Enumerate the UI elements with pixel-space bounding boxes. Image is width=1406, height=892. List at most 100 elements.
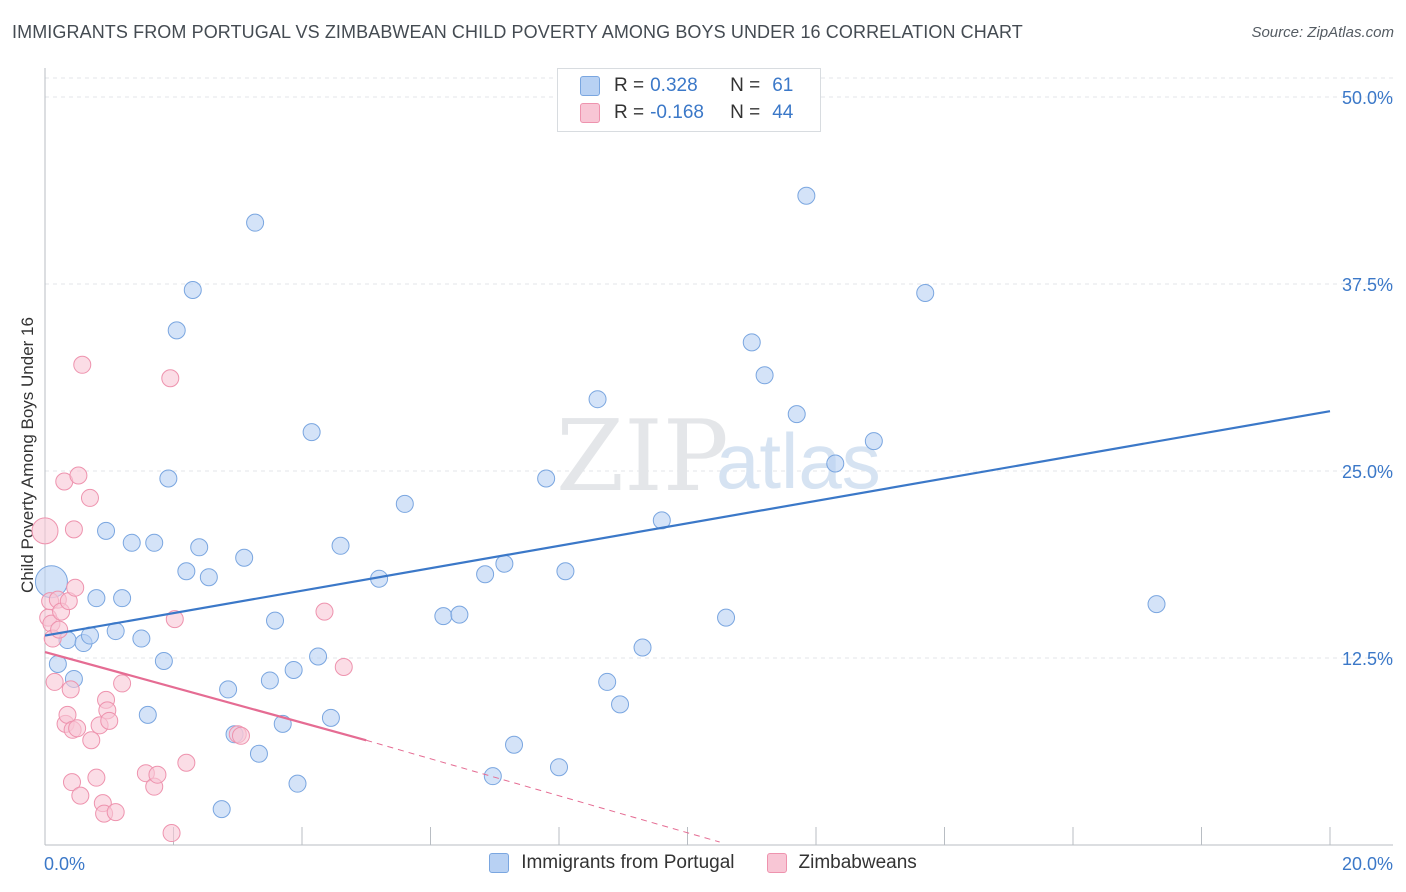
data-point bbox=[97, 521, 116, 540]
legend-n-label: N = bbox=[730, 75, 761, 96]
data-point bbox=[864, 432, 883, 451]
data-point bbox=[1147, 595, 1166, 614]
data-point bbox=[145, 533, 164, 552]
trend-line-zimbabweans bbox=[44, 650, 367, 742]
data-point bbox=[633, 638, 652, 657]
data-point bbox=[82, 731, 101, 750]
data-point bbox=[69, 466, 88, 485]
data-point bbox=[321, 708, 340, 727]
y-tick-label: 25.0% bbox=[1342, 462, 1393, 482]
data-point bbox=[87, 768, 106, 787]
data-point bbox=[87, 589, 106, 608]
legend-n-value: 61 bbox=[772, 75, 794, 96]
data-point bbox=[505, 735, 524, 754]
data-point bbox=[159, 469, 178, 488]
data-point bbox=[450, 605, 469, 624]
data-point bbox=[742, 333, 761, 352]
data-point bbox=[266, 611, 285, 630]
trend-line-zimbabweans-extension bbox=[366, 739, 720, 843]
data-point bbox=[249, 744, 268, 763]
legend-item-portugal[interactable]: Immigrants from Portugal bbox=[489, 852, 735, 874]
data-point bbox=[167, 321, 186, 340]
data-point bbox=[68, 719, 87, 738]
data-point bbox=[183, 280, 202, 299]
data-point bbox=[916, 283, 935, 302]
y-tick-label: 37.5% bbox=[1342, 275, 1393, 295]
data-point bbox=[302, 423, 321, 442]
data-point bbox=[165, 610, 184, 629]
x-tick-label: 0.0% bbox=[44, 854, 85, 874]
data-point bbox=[309, 647, 328, 666]
data-point bbox=[113, 589, 132, 608]
data-point bbox=[797, 186, 816, 205]
data-point bbox=[556, 562, 575, 581]
data-point bbox=[71, 786, 90, 805]
trend-line-portugal bbox=[44, 410, 1331, 637]
legend-item-zimbabweans[interactable]: Zimbabweans bbox=[766, 852, 917, 874]
data-point bbox=[148, 765, 167, 784]
series-immigrants-from-portugal bbox=[34, 186, 1166, 819]
x-tick-label: 20.0% bbox=[1342, 854, 1393, 874]
data-point bbox=[73, 355, 92, 374]
data-point bbox=[588, 390, 607, 409]
data-point bbox=[246, 213, 265, 232]
data-point bbox=[62, 773, 81, 792]
data-point bbox=[288, 774, 307, 793]
data-point bbox=[80, 488, 99, 507]
data-point bbox=[483, 767, 502, 786]
axes bbox=[44, 68, 1393, 846]
data-point bbox=[64, 520, 83, 539]
data-point bbox=[755, 366, 774, 385]
data-point bbox=[212, 800, 231, 819]
legend-r-value: -0.168 bbox=[650, 102, 704, 123]
watermark-zip: ZIP bbox=[556, 400, 729, 514]
watermark: ZIP atlas bbox=[556, 400, 881, 514]
source-credit: Source: ZipAtlas.com bbox=[1251, 24, 1394, 41]
data-point bbox=[154, 651, 173, 670]
data-point bbox=[45, 672, 64, 691]
x-tick-labels: 0.0% 20.0% bbox=[44, 854, 1393, 874]
data-point bbox=[717, 608, 736, 627]
y-tick-label: 12.5% bbox=[1342, 649, 1393, 669]
data-point bbox=[550, 758, 568, 777]
data-point bbox=[162, 824, 181, 843]
data-point bbox=[190, 538, 209, 557]
data-point bbox=[235, 548, 254, 567]
data-point bbox=[611, 695, 630, 714]
watermark-atlas: atlas bbox=[716, 417, 881, 505]
data-point bbox=[61, 680, 80, 699]
data-point bbox=[826, 454, 845, 473]
data-point bbox=[787, 405, 806, 424]
y-axis-label: Child Poverty Among Boys Under 16 bbox=[18, 317, 37, 593]
data-point bbox=[537, 469, 556, 488]
legend-swatch-zimbabweans bbox=[766, 853, 787, 873]
data-point bbox=[395, 494, 414, 513]
legend-label-portugal: Immigrants from Portugal bbox=[521, 852, 735, 873]
series-zimbabweans bbox=[31, 355, 353, 843]
data-point bbox=[161, 369, 180, 388]
legend-swatch-portugal bbox=[489, 853, 510, 873]
y-tick-label: 50.0% bbox=[1342, 88, 1393, 108]
legend-swatch-zimbabweans bbox=[580, 103, 600, 123]
data-point bbox=[334, 657, 353, 676]
trend-lines bbox=[44, 410, 1331, 843]
correlation-legend: R = 0.328 N = 61 R = -0.168 N = 44 bbox=[557, 68, 821, 132]
data-point bbox=[219, 680, 238, 699]
data-point bbox=[66, 578, 85, 597]
data-point bbox=[199, 568, 218, 587]
data-point bbox=[476, 565, 495, 584]
data-point bbox=[284, 660, 303, 679]
legend-row-portugal: R = 0.328 N = 61 bbox=[580, 73, 793, 99]
data-point bbox=[315, 602, 334, 621]
data-point bbox=[231, 726, 250, 745]
data-point bbox=[122, 533, 141, 552]
data-point bbox=[331, 536, 350, 555]
data-point bbox=[113, 674, 132, 693]
data-point bbox=[495, 554, 514, 573]
data-point bbox=[132, 629, 151, 648]
data-point bbox=[177, 562, 196, 581]
data-point bbox=[106, 803, 125, 822]
legend-row-zimbabweans: R = -0.168 N = 44 bbox=[580, 100, 793, 126]
data-point bbox=[138, 705, 157, 724]
data-point bbox=[260, 671, 279, 690]
